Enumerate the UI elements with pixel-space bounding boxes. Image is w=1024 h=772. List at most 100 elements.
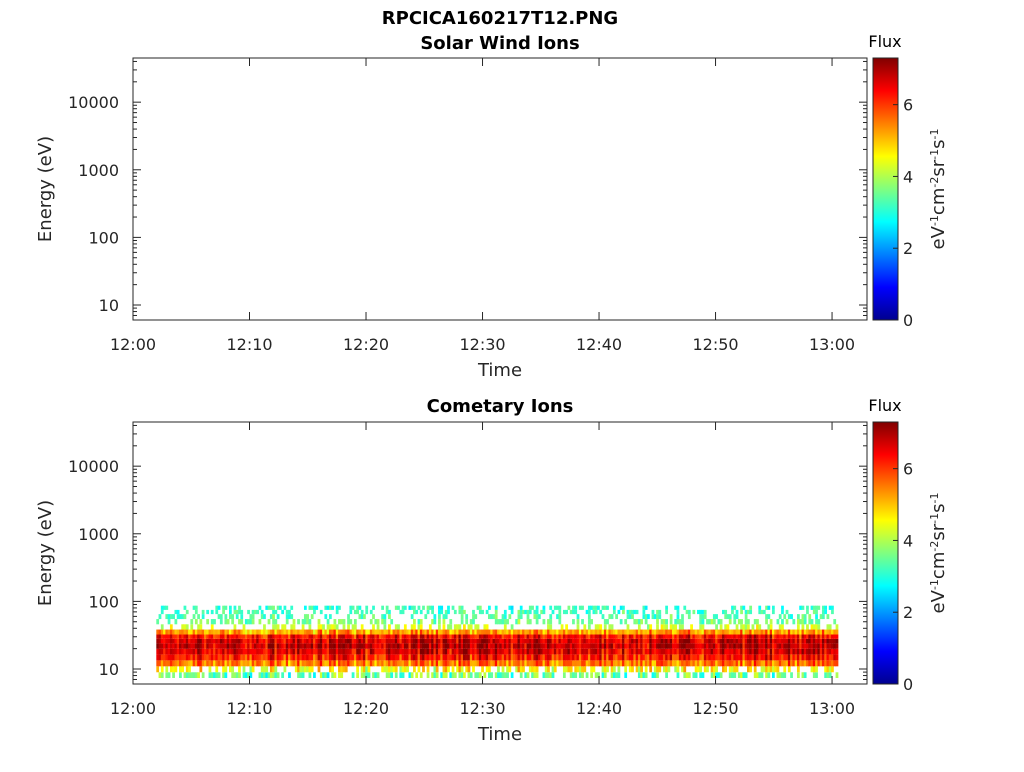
flux-cell [810,660,814,667]
flux-cell [206,638,210,644]
flux-cell [701,660,705,667]
flux-cell [213,672,216,678]
flux-cell [367,660,371,667]
flux-cell [756,619,759,625]
flux-cell [558,648,562,655]
flux-cell [610,643,614,649]
flux-cell [306,660,310,667]
flux-cell [204,654,207,661]
flux-cell [501,619,505,625]
flux-cell [453,634,457,639]
flux-cell [472,660,475,667]
flux-cell [169,666,173,673]
flux-cell [587,629,591,635]
flux-cell [769,666,773,673]
flux-cell [681,634,684,639]
flux-cell [431,634,434,639]
flux-cell [656,614,659,620]
flux-cell [744,614,748,620]
flux-cell [385,654,389,661]
flux-cell [744,638,748,644]
flux-cell [253,629,257,635]
flux-cell [649,648,653,655]
flux-cell [578,629,582,635]
flux-cell [303,638,307,644]
flux-cell [238,638,241,644]
flux-cell [474,660,478,667]
flux-cell [703,654,707,661]
flux-cell [285,614,289,620]
flux-cell [728,629,732,635]
flux-cell [560,643,564,649]
flux-cell [826,629,830,635]
flux-cell [465,634,469,639]
flux-cell [401,660,405,667]
flux-cell [551,629,555,635]
flux-cell [183,629,187,635]
flux-cell [678,624,682,630]
flux-cell [322,629,325,635]
flux-cell [767,638,771,644]
flux-cell [699,654,703,661]
flux-cell [458,660,462,667]
flux-cell [774,654,778,661]
flux-cell [785,660,789,667]
flux-cell [217,648,221,655]
flux-cell [644,643,648,649]
flux-cell [260,638,264,644]
flux-cell [344,660,348,667]
flux-cell [508,643,512,649]
flux-cell [394,638,398,644]
flux-cell [410,634,414,639]
flux-cell [790,660,793,667]
flux-cell [338,648,341,655]
flux-cell [726,660,730,667]
flux-cell [263,666,266,673]
flux-cell [835,672,839,678]
flux-cell [335,648,339,655]
plot-frame [132,57,868,321]
flux-cell [565,643,569,649]
flux-cell [381,660,384,667]
flux-cell [185,609,189,615]
flux-cell [351,638,355,644]
flux-cell [390,629,394,635]
flux-cell [199,634,203,639]
flux-cell [313,654,316,661]
flux-cell [647,634,650,639]
flux-cell [231,629,235,635]
flux-cell [231,619,235,625]
flux-cell [658,634,662,639]
flux-cell [712,660,716,667]
flux-cell [299,629,303,635]
flux-cell [635,609,639,615]
flux-cell [460,609,464,615]
flux-cell [390,672,394,678]
flux-cell [553,638,557,644]
flux-cell [572,643,575,649]
flux-cell [490,660,494,667]
flux-cell [733,660,737,667]
flux-cell [281,624,285,630]
flux-cell [601,638,605,644]
flux-cell [483,672,487,678]
flux-cell [199,638,203,644]
flux-cell [372,638,375,644]
flux-cell [801,614,805,620]
flux-cell [388,624,391,630]
flux-cell [460,648,464,655]
flux-cell [681,654,684,661]
flux-cell [815,609,818,615]
flux-cell [265,666,269,673]
flux-cell [192,643,196,649]
flux-cell [349,629,353,635]
flux-cell [610,614,614,620]
flux-cell [699,619,703,625]
flux-cell [785,654,789,661]
flux-cell [299,654,303,661]
flux-cell [765,654,768,661]
flux-cell [242,624,246,630]
flux-cell [710,660,714,667]
flux-cell [451,605,455,610]
flux-cell [815,643,818,649]
